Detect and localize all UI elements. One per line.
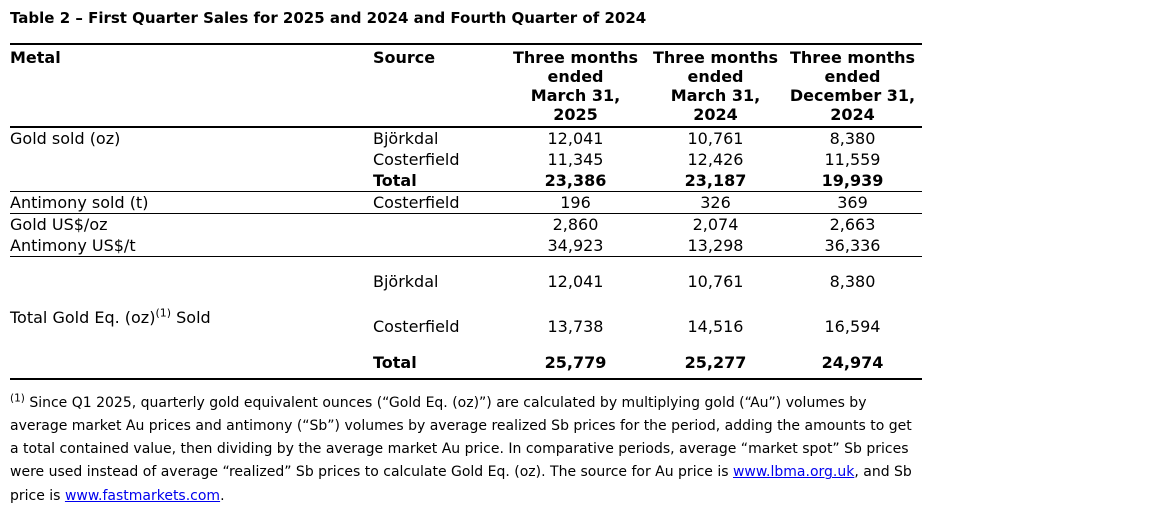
table-row: Costerfield 11,345 12,426 11,559: [10, 149, 922, 170]
value-cell: 13,298: [687, 236, 744, 255]
metal-cell: [10, 170, 373, 192]
column-header-q4-2024: Three months ended December 31, 2024: [789, 48, 916, 124]
table-row: Gold US$/oz 2,860 2,074 2,663: [10, 214, 922, 236]
table-row: Costerfield 13,738 14,516 16,594: [10, 307, 922, 347]
source-cell: Costerfield: [373, 317, 460, 336]
column-header-q1-2025: Three months ended March 31, 2025: [512, 48, 639, 124]
table-row: Antimony sold (t) Costerfield 196 326 369: [10, 192, 922, 214]
source-cell: [373, 214, 503, 236]
sales-table: Metal Source Three months ended March 31…: [10, 43, 922, 380]
value-cell: 36,336: [824, 236, 881, 255]
source-cell: Total: [373, 171, 417, 190]
value-cell: 2,663: [829, 215, 876, 234]
value-cell: 16,594: [824, 317, 881, 336]
metal-cell: Gold sold (oz): [10, 129, 121, 148]
value-cell: 34,923: [547, 236, 604, 255]
value-cell: 196: [560, 193, 591, 212]
source-cell: [373, 235, 503, 257]
value-cell: 23,386: [544, 171, 607, 190]
value-cell: 11,345: [547, 150, 604, 169]
value-cell: 10,761: [687, 272, 744, 292]
column-header-metal: Metal: [10, 48, 61, 67]
value-cell: 14,516: [687, 317, 744, 336]
value-cell: 326: [700, 193, 731, 212]
value-cell: 25,277: [684, 352, 747, 372]
table-row: Total Gold Eq. (oz)(1) Sold Björkdal 12,04…: [10, 257, 922, 327]
source-cell: Total: [373, 352, 417, 372]
value-cell: 8,380: [829, 272, 876, 292]
table-row: Antimony US$/t 34,923 13,298 36,336: [10, 235, 922, 257]
metal-cell: Total Gold Eq. (oz)(1) Sold: [10, 306, 211, 327]
value-cell: 10,761: [687, 129, 744, 148]
section-antimony-sold: Antimony sold (t) Costerfield 196 326 369: [10, 192, 922, 214]
fastmarkets-link[interactable]: www.fastmarkets.com: [64, 487, 221, 504]
section-gold-equivalent: Total Gold Eq. (oz)(1) Sold Björkdal 12,04…: [10, 257, 922, 379]
value-cell: 12,426: [687, 150, 744, 169]
footnote: (1) Since Q1 2025, quarterly gold equiva…: [10, 391, 912, 504]
footnote-marker: (1): [10, 391, 25, 404]
header-row: Metal Source Three months ended March 31…: [10, 44, 922, 127]
sales-table-header: Metal Source Three months ended March 31…: [10, 44, 922, 127]
table-title: Table 2 – First Quarter Sales for 2025 a…: [10, 9, 647, 27]
section-prices: Gold US$/oz 2,860 2,074 2,663 Antimony US$/t…: [10, 214, 922, 257]
source-cell: Costerfield: [373, 150, 460, 169]
section-gold-sold: Gold sold (oz) Björkdal 12,041 10,761 8,380 C…: [10, 127, 922, 192]
value-cell: 369: [837, 193, 868, 212]
footnote-ref: (1): [155, 306, 172, 320]
lbma-link[interactable]: www.lbma.org.uk: [732, 464, 855, 481]
source-cell: Costerfield: [373, 193, 460, 212]
value-cell: 8,380: [829, 129, 876, 148]
value-cell: 12,041: [547, 272, 604, 292]
table-row: Gold sold (oz) Björkdal 12,041 10,761 8,380: [10, 127, 922, 149]
source-cell: Björkdal: [373, 272, 439, 292]
value-cell: 19,939: [821, 171, 884, 190]
value-cell: 24,974: [821, 352, 884, 372]
value-cell: 23,187: [684, 171, 747, 190]
metal-cell: Antimony sold (t): [10, 193, 149, 212]
value-cell: 12,041: [547, 129, 604, 148]
table-row: Total 25,779 25,277 24,974: [10, 347, 922, 379]
metal-cell: [10, 149, 373, 170]
value-cell: 2,074: [692, 215, 739, 234]
column-header-q1-2024: Three months ended March 31, 2024: [652, 48, 779, 124]
value-cell: 11,559: [824, 150, 881, 169]
column-header-source: Source: [373, 48, 436, 67]
table-row: Total 23,386 23,187 19,939: [10, 170, 922, 192]
metal-cell: Gold US$/oz: [10, 215, 108, 234]
value-cell: 2,860: [552, 215, 599, 234]
value-cell: 13,738: [547, 317, 604, 336]
source-cell: Björkdal: [373, 129, 439, 148]
metal-cell: Antimony US$/t: [10, 236, 136, 255]
value-cell: 25,779: [544, 352, 607, 372]
